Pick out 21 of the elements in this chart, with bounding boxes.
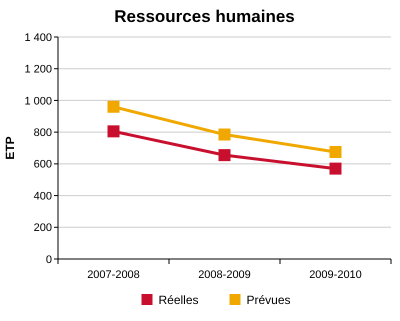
x-tick-label: 2009-2010 — [309, 269, 362, 281]
x-tick-label: 2007-2008 — [87, 269, 140, 281]
point — [330, 146, 342, 158]
y-tick-label: 400 — [34, 190, 52, 202]
y-tick-label: 1 400 — [24, 32, 52, 44]
y-axis-title: ETP — [3, 136, 17, 160]
point — [218, 128, 230, 141]
point — [108, 125, 120, 138]
point — [108, 100, 120, 113]
y-tick-label: 1 200 — [24, 64, 52, 76]
y-tick-label: 800 — [34, 126, 52, 139]
legend-label: Prévues — [246, 293, 291, 308]
y-tick-label: 1 000 — [24, 95, 52, 108]
y-tick-label: 200 — [34, 222, 52, 234]
y-tick-label: 0 — [46, 254, 52, 266]
y-tick-label: 600 — [34, 158, 52, 171]
chart-title: Ressources humaines — [114, 7, 295, 26]
point — [218, 149, 230, 162]
point — [330, 162, 342, 175]
legend-label: Réelles — [158, 293, 199, 308]
x-tick-label: 2008-2009 — [198, 269, 251, 281]
